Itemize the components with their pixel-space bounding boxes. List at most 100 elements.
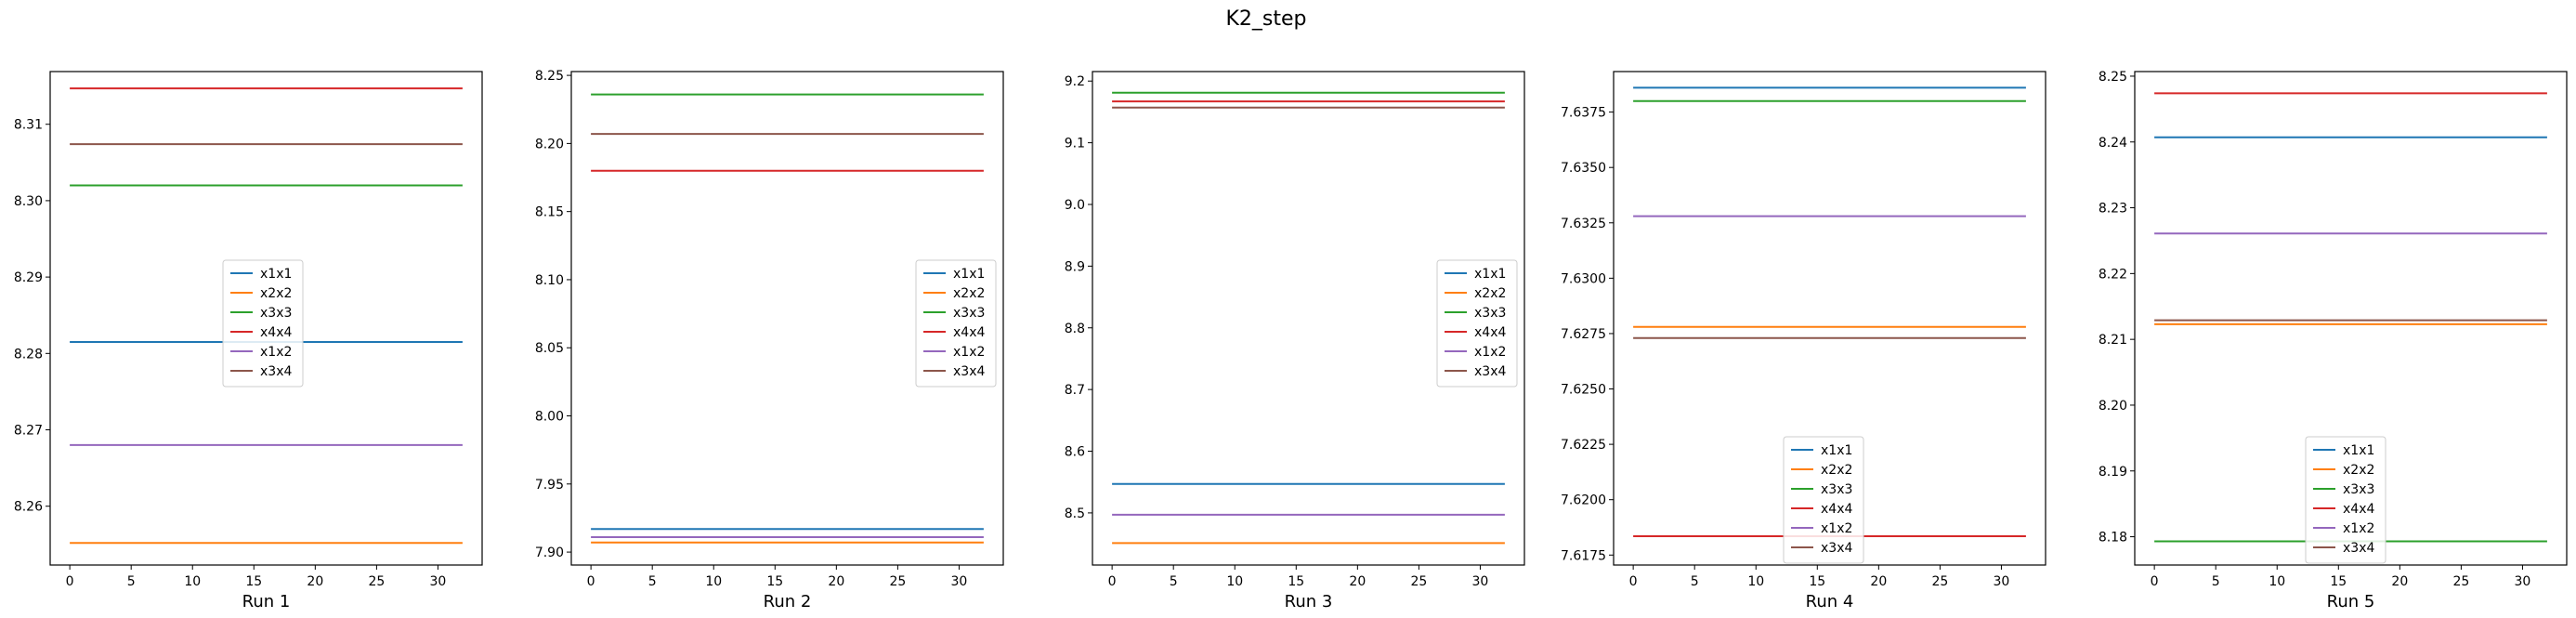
x-axis-label: Run 4	[1806, 592, 1854, 611]
x-tick-label: 25	[2452, 574, 2469, 589]
y-tick-label: 7.6350	[1561, 161, 1606, 176]
legend-label-x2x2: x2x2	[1821, 463, 1852, 478]
x-axis-label: Run 3	[1285, 592, 1333, 611]
subplot-run-5: 0 5 10 15 20 25 30 8.18 8.19 8.20 8.21 8.22 8.23 8.24…	[2099, 70, 2568, 611]
y-tick-label: 8.05	[535, 341, 564, 356]
subplot-run-3: 0 5 10 15 20 25 30 8.5 8.6 8.7 8.8 8.9 9.0 9.1 9.2 Run …	[1065, 71, 1525, 611]
legend-label-x3x3: x3x3	[1821, 482, 1852, 497]
legend-label-x2x2: x2x2	[260, 286, 292, 301]
legend-label-x3x3: x3x3	[1474, 306, 1506, 321]
legend-label-x4x4: x4x4	[953, 325, 985, 340]
legend-label-x3x3: x3x3	[2343, 482, 2374, 497]
y-tick-label: 9.2	[1065, 74, 1085, 89]
axes-frame	[49, 71, 483, 566]
legend-label-x1x2: x1x2	[260, 345, 292, 360]
axes-frame	[1092, 71, 1525, 566]
legend-label-x2x2: x2x2	[2343, 463, 2374, 478]
legend-label-x4x4: x4x4	[1821, 502, 1852, 517]
y-tick-label: 7.6200	[1561, 493, 1606, 508]
y-tick-label: 8.10	[535, 273, 564, 288]
x-tick-label: 0	[587, 574, 595, 589]
subplot-run-4: 0 5 10 15 20 25 30 7.6175 7.6200 7.6225 7.6250 7.62…	[1561, 71, 2046, 611]
x-tick-label: 30	[430, 574, 447, 589]
x-tick-label: 20	[2391, 574, 2408, 589]
x-tick-label: 0	[2151, 574, 2159, 589]
y-tick-label: 8.5	[1065, 506, 1085, 521]
legend: x1x1 x2x2 x3x3 x4x4 x1x2 x3x4	[1436, 259, 1518, 388]
y-tick-label: 7.6175	[1561, 548, 1606, 563]
y-tick-label: 8.18	[2099, 531, 2127, 546]
legend-label-x3x4: x3x4	[1821, 541, 1852, 556]
x-tick-label: 25	[1410, 574, 1427, 589]
y-tick-label: 8.21	[2099, 333, 2127, 348]
legend-label-x1x2: x1x2	[1474, 345, 1506, 360]
y-tick-label: 7.6275	[1561, 327, 1606, 342]
x-axis-label: Run 5	[2327, 592, 2375, 611]
legend: x1x1 x2x2 x3x3 x4x4 x1x2 x3x4	[1783, 436, 1864, 564]
legend-label-x2x2: x2x2	[953, 286, 985, 301]
subplot-run-1: 0 5 10 15 20 25 30 8.26 8.27 8.28 8.29 8.30 8.31 Run …	[14, 71, 483, 611]
y-tick-label: 8.15	[535, 205, 564, 220]
subplots: 0 5 10 15 20 25 30 8.26 8.27 8.28 8.29 8.30 8.31 Run …	[14, 69, 2568, 611]
legend-label-x1x2: x1x2	[2343, 521, 2374, 536]
y-tick-label: 8.26	[14, 500, 43, 515]
x-axis-label: Run 1	[242, 592, 291, 611]
legend-label-x1x1: x1x1	[2343, 443, 2374, 458]
x-tick-label: 10	[1747, 574, 1764, 589]
y-tick-label: 7.6325	[1561, 217, 1606, 231]
y-tick-label: 8.24	[2099, 136, 2127, 151]
y-tick-label: 8.9	[1065, 259, 1085, 274]
y-tick-label: 8.23	[2099, 202, 2127, 217]
legend: x1x1 x2x2 x3x3 x4x4 x1x2 x3x4	[915, 259, 997, 388]
x-tick-label: 30	[2515, 574, 2531, 589]
x-tick-label: 15	[1288, 574, 1304, 589]
x-tick-label: 10	[1226, 574, 1243, 589]
legend-label-x1x2: x1x2	[953, 345, 985, 360]
y-tick-label: 8.25	[535, 69, 564, 84]
x-tick-label: 10	[705, 574, 722, 589]
axes-frame	[1613, 71, 2046, 566]
legend: x1x1 x2x2 x3x3 x4x4 x1x2 x3x4	[2305, 436, 2386, 564]
x-tick-label: 15	[245, 574, 262, 589]
x-tick-label: 20	[828, 574, 844, 589]
x-tick-label: 20	[1870, 574, 1887, 589]
legend-label-x1x1: x1x1	[1821, 443, 1852, 458]
y-tick-label: 8.22	[2099, 267, 2127, 282]
x-tick-label: 30	[1994, 574, 2010, 589]
y-tick-label: 8.29	[14, 270, 43, 285]
x-tick-label: 15	[766, 574, 783, 589]
x-tick-label: 0	[66, 574, 74, 589]
legend-label-x2x2: x2x2	[1474, 286, 1506, 301]
y-tick-label: 7.6375	[1561, 106, 1606, 121]
y-tick-label: 8.6	[1065, 445, 1085, 460]
legend-label-x1x1: x1x1	[1474, 267, 1506, 282]
y-tick-label: 7.6300	[1561, 271, 1606, 286]
y-tick-label: 9.1	[1065, 137, 1085, 151]
legend-label-x1x1: x1x1	[953, 267, 985, 282]
x-tick-label: 5	[648, 574, 657, 589]
y-tick-label: 8.8	[1065, 322, 1085, 336]
x-tick-label: 10	[2269, 574, 2285, 589]
axes-frame	[570, 71, 1004, 566]
x-tick-label: 0	[1108, 574, 1117, 589]
x-tick-label: 15	[2330, 574, 2347, 589]
x-tick-label: 15	[1809, 574, 1825, 589]
x-tick-label: 30	[1472, 574, 1489, 589]
legend-label-x4x4: x4x4	[2343, 502, 2374, 517]
legend-label-x3x4: x3x4	[260, 364, 292, 379]
legend-label-x3x4: x3x4	[953, 364, 985, 379]
y-tick-label: 8.28	[14, 347, 43, 362]
legend-label-x4x4: x4x4	[260, 325, 292, 340]
y-tick-label: 8.20	[2099, 399, 2127, 414]
legend-label-x3x4: x3x4	[1474, 364, 1506, 379]
legend-label-x3x3: x3x3	[260, 306, 292, 321]
legend-label-x3x3: x3x3	[953, 306, 985, 321]
x-tick-label: 5	[1691, 574, 1699, 589]
y-tick-label: 8.19	[2099, 465, 2127, 480]
x-axis-label: Run 2	[764, 592, 812, 611]
y-tick-label: 8.25	[2099, 70, 2127, 85]
x-tick-label: 0	[1629, 574, 1638, 589]
y-tick-label: 8.00	[535, 410, 564, 425]
axes-frame	[2134, 71, 2568, 566]
